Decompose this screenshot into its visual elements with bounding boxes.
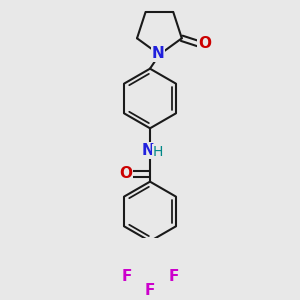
Text: N: N xyxy=(152,46,164,61)
Text: N: N xyxy=(152,46,164,61)
Text: F: F xyxy=(121,269,132,284)
Text: F: F xyxy=(168,269,179,284)
Text: H: H xyxy=(153,145,163,159)
Text: F: F xyxy=(168,269,179,284)
Text: O: O xyxy=(198,36,211,51)
Text: O: O xyxy=(119,166,132,181)
Text: F: F xyxy=(121,269,132,284)
Text: O: O xyxy=(119,166,132,181)
Text: H: H xyxy=(153,145,163,159)
Text: N: N xyxy=(142,143,155,158)
Text: F: F xyxy=(145,283,155,298)
Text: O: O xyxy=(198,36,211,51)
Text: F: F xyxy=(145,283,155,298)
Text: N: N xyxy=(142,143,155,158)
